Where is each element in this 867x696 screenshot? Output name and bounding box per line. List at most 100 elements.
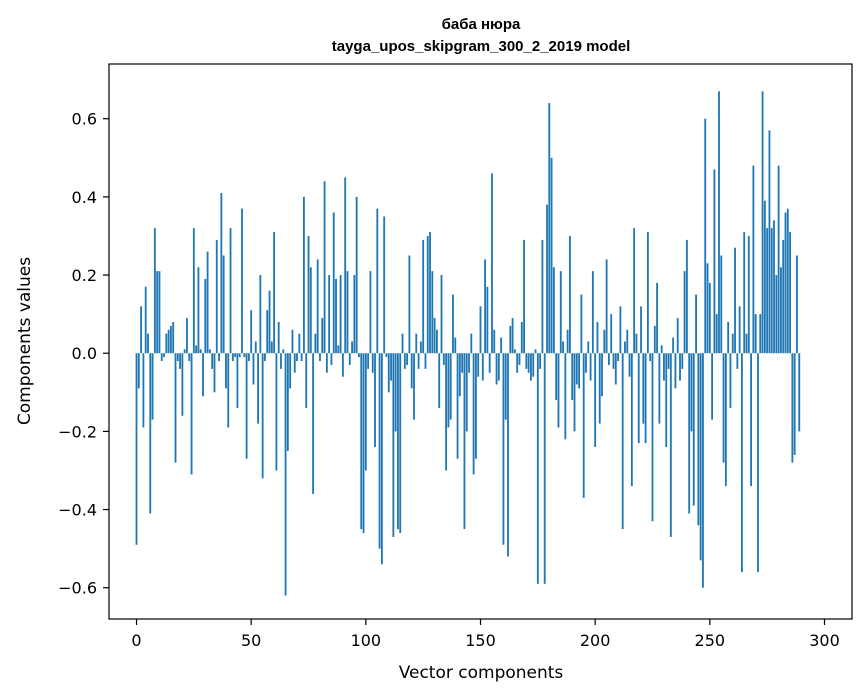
bar: [734, 247, 736, 354]
bar: [601, 353, 603, 397]
y-tick-label: −0.4: [58, 501, 97, 520]
bar: [685, 239, 688, 354]
bar: [403, 353, 406, 369]
bar: [520, 321, 523, 354]
bar: [241, 208, 243, 354]
bar: [665, 353, 668, 448]
bar: [385, 353, 388, 358]
bar: [424, 353, 427, 369]
bar: [140, 306, 143, 354]
bar: [151, 353, 154, 420]
bar: [431, 271, 434, 354]
bar: [651, 353, 654, 522]
bar: [458, 353, 461, 397]
bar: [449, 353, 452, 420]
bar: [305, 353, 308, 408]
bar: [208, 349, 211, 354]
bar: [690, 353, 693, 432]
bar: [697, 353, 700, 526]
bar: [658, 353, 661, 424]
bar: [323, 181, 326, 354]
bar: [362, 353, 365, 534]
bar: [516, 353, 519, 373]
bar: [351, 341, 353, 354]
bar: [264, 353, 266, 362]
bar: [630, 353, 633, 487]
bar: [552, 267, 555, 354]
bar: [429, 232, 431, 354]
y-tick-label: −0.6: [58, 579, 97, 598]
bar: [261, 353, 264, 479]
bar: [679, 353, 681, 381]
bar: [234, 353, 237, 358]
bar: [702, 353, 704, 588]
bar: [481, 353, 484, 381]
bar: [195, 345, 198, 354]
bar: [484, 259, 486, 354]
bar: [493, 329, 496, 354]
bar: [633, 228, 636, 354]
bar: [766, 228, 769, 354]
bar: [479, 306, 482, 354]
bar: [236, 353, 239, 408]
bar: [337, 345, 340, 354]
bar: [341, 353, 344, 377]
bar: [605, 259, 608, 354]
y-tick-label: 0.0: [72, 344, 97, 363]
bar: [392, 353, 395, 537]
bar: [245, 353, 248, 459]
bar: [782, 239, 785, 354]
bar: [293, 353, 296, 373]
bar: [798, 353, 801, 432]
bar: [353, 275, 356, 354]
bar: [564, 353, 567, 440]
bar: [715, 314, 718, 354]
bar: [445, 353, 448, 471]
bar: [440, 275, 443, 354]
bar: [339, 275, 342, 354]
bar: [562, 341, 564, 354]
x-tick-label: 100: [351, 631, 382, 650]
bar: [527, 353, 530, 373]
bar: [646, 232, 649, 354]
bar: [250, 310, 253, 354]
bar: [383, 216, 386, 354]
bar: [720, 255, 723, 354]
bar: [672, 337, 675, 354]
bar: [355, 196, 358, 354]
bar: [757, 353, 759, 573]
bar: [747, 235, 750, 354]
bar: [557, 353, 560, 428]
bar: [447, 353, 450, 428]
bar: [676, 318, 679, 354]
bar: [518, 353, 521, 365]
bar: [573, 353, 576, 432]
bar: [303, 196, 305, 354]
bar: [300, 353, 303, 362]
bar: [268, 290, 271, 354]
bar: [566, 329, 569, 354]
bar: [247, 353, 250, 362]
bar: [711, 353, 714, 420]
y-tick-label: −0.2: [58, 422, 97, 441]
bar: [167, 329, 170, 354]
bar: [410, 353, 413, 389]
bar: [277, 321, 280, 354]
bar: [741, 353, 743, 573]
bar: [511, 318, 514, 354]
bar: [591, 271, 594, 354]
bar: [669, 353, 672, 537]
bar: [555, 353, 558, 401]
x-tick-label: 50: [241, 631, 261, 650]
bar: [786, 208, 789, 354]
bar: [530, 353, 532, 381]
bar: [582, 353, 585, 498]
bar: [144, 286, 147, 354]
bar: [486, 286, 489, 354]
bar: [204, 278, 207, 354]
bar: [495, 353, 498, 385]
bar: [729, 353, 732, 408]
bar: [371, 353, 374, 373]
bar: [316, 259, 319, 354]
bar: [470, 333, 473, 354]
